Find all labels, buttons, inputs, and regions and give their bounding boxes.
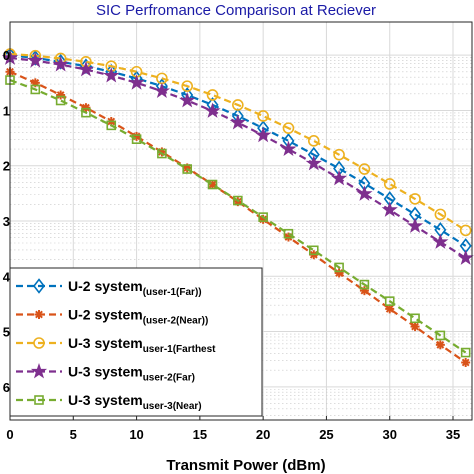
x-axis-label: Transmit Power (dBm) [166,457,325,474]
square-marker [233,195,243,206]
square-marker [55,95,66,106]
star-marker [77,61,95,77]
ticks: 0 5 10 15 20 25 30 35 0 1 2 3 4 5 6 [3,48,460,442]
x-tick-label: 15 [193,427,207,442]
circle-marker [333,148,345,161]
asterisk-marker [334,268,344,278]
star-marker [103,67,120,83]
circle-marker [409,193,421,205]
legend-subscript: user-2(Far) [143,373,195,384]
star-marker [406,217,424,233]
asterisk-stroke [411,322,419,331]
square-marker [334,262,344,273]
square-marker [435,330,446,341]
series-layer [1,47,474,368]
x-tick-label: 10 [129,427,143,442]
square-marker [283,228,294,239]
series-line [9,79,467,354]
circle-marker [257,110,269,122]
y-tick-label: 1 [3,103,10,118]
star-marker [204,102,221,118]
y-tick-label: 6 [3,380,10,395]
asterisk-stroke [208,180,217,189]
star-marker [30,362,48,379]
star-marker [179,91,196,108]
series-line [9,52,467,232]
x-tick-label: 35 [446,427,460,442]
circle-marker [33,337,45,349]
star-marker [153,82,171,98]
star-marker [381,201,398,217]
x-tick-label: 25 [319,427,333,442]
circle-marker [282,122,295,134]
square-marker [410,313,420,324]
circle-marker [434,208,447,221]
circle-marker [383,178,396,190]
asterisk-stroke [461,358,470,367]
square-marker [207,179,218,190]
star-marker [280,140,297,157]
square-marker [182,164,193,174]
star-marker [356,185,373,201]
square-marker [308,245,319,256]
star-marker [255,126,272,143]
star-marker [128,74,145,90]
series [1,49,474,265]
diamond-marker [32,278,46,294]
star-marker [229,114,246,130]
star-marker [305,154,322,171]
plot-frame [9,21,473,421]
x-tick-label: 0 [6,427,13,442]
legend: U-2 system(user-1(Far))U-2 system(user-2… [9,267,263,417]
asterisk-marker [34,310,44,319]
asterisk-marker [81,103,91,113]
square-marker [460,347,471,358]
y-tick-label: 4 [3,269,11,284]
asterisk-stroke [385,305,394,313]
circle-marker [358,163,371,175]
square-marker [359,279,370,290]
legend-subscript: (user-1(Far)) [143,287,202,298]
legend-subscript: (user-2(Near)) [143,316,209,327]
circle-marker [232,99,244,111]
chart-title: SIC Perfromance Comparison at Reciever [96,2,376,19]
asterisk-marker [410,322,420,332]
square-marker [30,84,41,95]
asterisk-stroke [436,340,445,349]
square-marker [131,134,142,144]
diamond-marker [54,53,67,70]
square-marker [34,395,44,405]
star-marker [27,52,44,68]
legend-subscript: user-3(Near) [143,401,202,412]
series [5,75,471,358]
y-tick-label: 0 [3,48,10,63]
asterisk-stroke [35,310,43,319]
star-marker [52,56,69,72]
asterisk-marker [359,286,369,296]
circle-marker [307,135,320,147]
circle-marker [206,89,219,101]
star-marker [330,169,348,186]
asterisk-marker [461,358,471,368]
circle-marker [181,80,194,92]
x-tick-label: 5 [70,427,77,442]
square-marker [157,148,167,159]
square-marker [106,120,117,131]
star-marker [457,249,474,265]
square-marker [384,296,395,306]
x-tick-label: 20 [256,427,270,442]
y-tick-label: 5 [3,325,10,340]
y-tick-label: 3 [3,214,10,229]
circle-marker [459,224,472,237]
legend-subscript: user-1(Farthest [143,344,216,355]
x-tick-label: 30 [382,427,396,442]
y-tick-label: 2 [3,159,10,174]
asterisk-marker [435,340,445,350]
square-marker [258,212,268,222]
series [4,48,472,237]
square-marker [81,107,91,118]
asterisk-stroke [82,103,90,112]
star-marker [432,233,449,249]
